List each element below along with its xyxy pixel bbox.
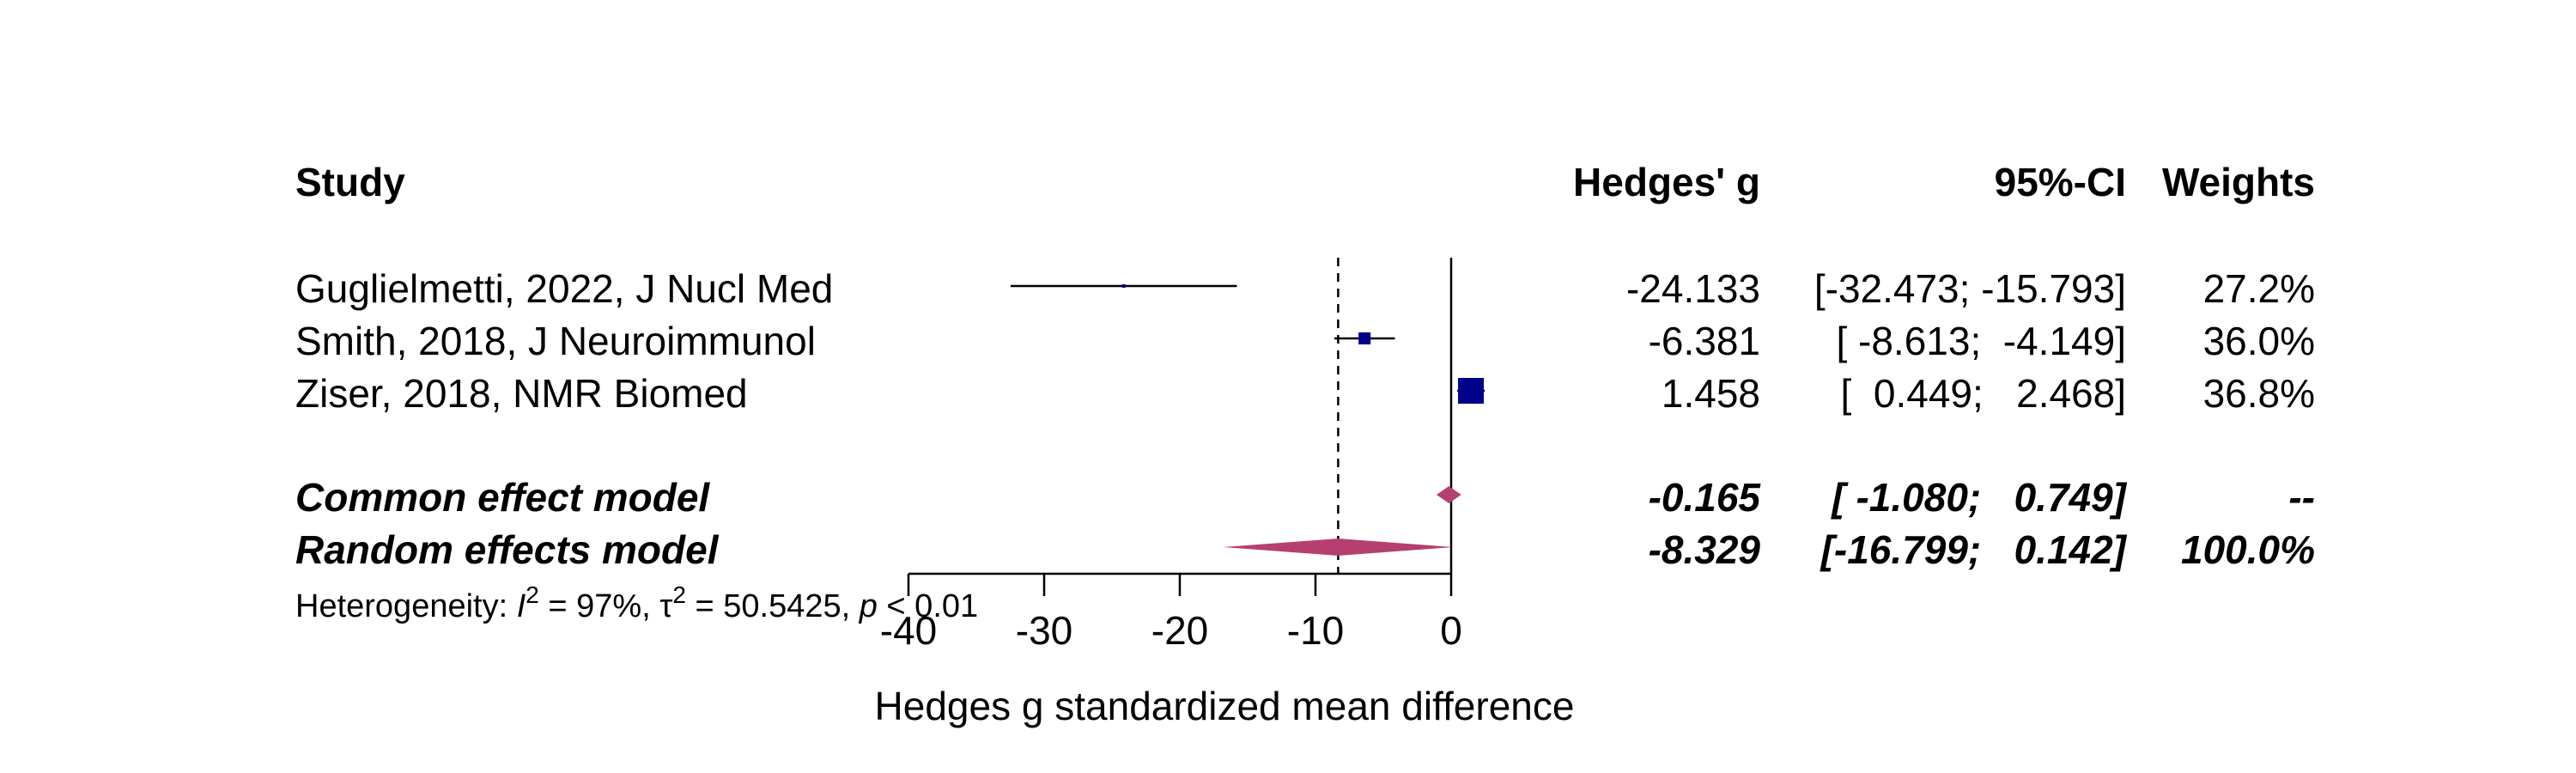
study-weight: 36.8% xyxy=(2203,371,2315,416)
x-tick-label: -40 xyxy=(880,608,937,653)
study-square xyxy=(1458,378,1485,404)
x-tick-label: -30 xyxy=(1016,608,1072,653)
summary-ci: [ -1.080; 0.749] xyxy=(1830,475,2127,520)
tau-symbol: τ xyxy=(659,588,672,624)
i2-superscript: 2 xyxy=(526,581,539,608)
study-label: Ziser, 2018, NMR Biomed xyxy=(295,371,748,416)
study-effect: 1.458 xyxy=(1662,371,1760,416)
common-effect-diamond xyxy=(1436,486,1461,503)
summary-effect: -8.329 xyxy=(1649,527,1761,572)
summary-effect: -0.165 xyxy=(1649,475,1762,520)
i2-value: = 97%, xyxy=(539,588,659,624)
x-tick-label: -20 xyxy=(1151,608,1208,653)
x-axis-label: Hedges g standardized mean difference xyxy=(875,684,1575,728)
study-effect: -6.381 xyxy=(1649,319,1760,363)
summary-weight: 100.0% xyxy=(2181,527,2315,572)
p-value: < 0.01 xyxy=(878,588,978,624)
heterogeneity-text: Heterogeneity: I2 = 97%, τ2 = 50.5425, p… xyxy=(295,581,978,624)
plot-area: -40 -30 -20 -10 0 xyxy=(880,258,1485,653)
study-square xyxy=(1358,332,1371,344)
summary-weight: -- xyxy=(2288,475,2315,520)
x-tick-label: -10 xyxy=(1287,608,1344,653)
header-ci: 95%-CI xyxy=(1995,160,2126,204)
header-study: Study xyxy=(295,160,405,204)
random-effects-diamond xyxy=(1223,539,1454,556)
study-square xyxy=(1121,284,1126,288)
heterogeneity-prefix: Heterogeneity: xyxy=(295,588,517,624)
summary-ci: [-16.799; 0.142] xyxy=(1820,527,2128,572)
summary-label: Common effect model xyxy=(295,475,710,520)
study-effect: -24.133 xyxy=(1626,266,1760,311)
header-weights: Weights xyxy=(2162,160,2315,204)
study-weight: 36.0% xyxy=(2203,319,2315,363)
study-weight: 27.2% xyxy=(2203,266,2315,311)
study-label: Smith, 2018, J Neuroimmunol xyxy=(295,319,816,363)
summary-label: Random effects model xyxy=(295,527,720,572)
tau-superscript: 2 xyxy=(672,581,686,608)
p-symbol: p xyxy=(859,588,878,624)
x-tick-label: 0 xyxy=(1440,608,1462,653)
study-label: Guglielmetti, 2022, J Nucl Med xyxy=(295,266,833,311)
i2-symbol: I xyxy=(517,588,526,624)
tau-value: = 50.5425, xyxy=(686,588,860,624)
study-ci: [ -8.613; -4.149] xyxy=(1836,319,2126,363)
study-ci: [ 0.449; 2.468] xyxy=(1841,371,2126,416)
study-ci: [-32.473; -15.793] xyxy=(1814,266,2126,311)
header-effect: Hedges' g xyxy=(1573,160,1760,204)
